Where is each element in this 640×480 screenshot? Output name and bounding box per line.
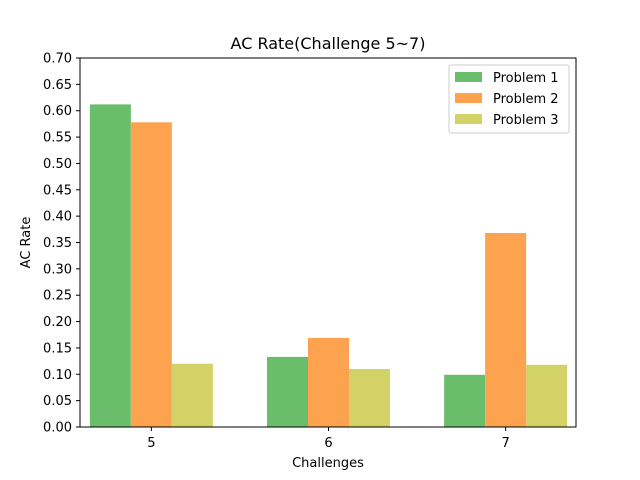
y-tick-label: 0.05 (43, 394, 72, 409)
bar-problem-3-challenge-5 (171, 363, 213, 427)
y-tick-label: 0.45 (43, 183, 72, 198)
chart-title: AC Rate(Challenge 5~7) (231, 34, 426, 53)
plot-frame (79, 57, 577, 428)
x-tick-label: 6 (324, 436, 332, 451)
y-tick-label: 0.65 (43, 78, 72, 93)
y-tick-label: 0.70 (43, 52, 72, 67)
legend-label: Problem 1 (493, 71, 559, 86)
bar-problem-1-challenge-7 (444, 374, 486, 427)
y-tick-label: 0.50 (43, 157, 72, 172)
y-tick-label: 0.10 (43, 368, 72, 383)
bars-group (89, 104, 568, 427)
y-tick-label: 0.25 (43, 289, 72, 304)
x-tick-label: 7 (502, 436, 510, 451)
bar-problem-2-challenge-5 (130, 122, 172, 427)
legend-swatch (455, 114, 482, 124)
legend-label: Problem 3 (493, 113, 559, 128)
bar-problem-2-challenge-6 (308, 337, 349, 427)
legend-swatch (455, 93, 482, 103)
x-axis: 5 6 7 (147, 427, 510, 451)
y-tick-label: 0.55 (43, 131, 72, 146)
bar-problem-1-challenge-6 (267, 356, 308, 427)
y-tick-label: 0.15 (43, 341, 72, 356)
bar-problem-3-challenge-6 (349, 369, 390, 427)
bar-problem-3-challenge-7 (526, 364, 568, 427)
legend-swatch (455, 72, 482, 82)
bar-problem-1-challenge-5 (89, 104, 131, 427)
x-tick-label: 5 (147, 436, 155, 451)
y-axis-label: AC Rate (19, 217, 34, 269)
y-tick-label: 0.20 (43, 315, 72, 330)
y-tick-label: 0.35 (43, 236, 72, 251)
y-tick-label: 0.60 (43, 104, 72, 119)
y-axis: 0.00 0.05 0.10 0.15 0.20 0.25 0.30 0.35 0.40 0.45… (43, 52, 80, 436)
y-tick-label: 0.40 (43, 210, 72, 225)
bar-problem-2-challenge-7 (485, 233, 527, 427)
y-tick-label: 0.00 (43, 421, 72, 436)
legend: Problem 1 Problem 2 Problem 3 (448, 64, 570, 134)
x-axis-label: Challenges (292, 456, 364, 471)
legend-label: Problem 2 (493, 92, 559, 107)
y-tick-label: 0.30 (43, 262, 72, 277)
